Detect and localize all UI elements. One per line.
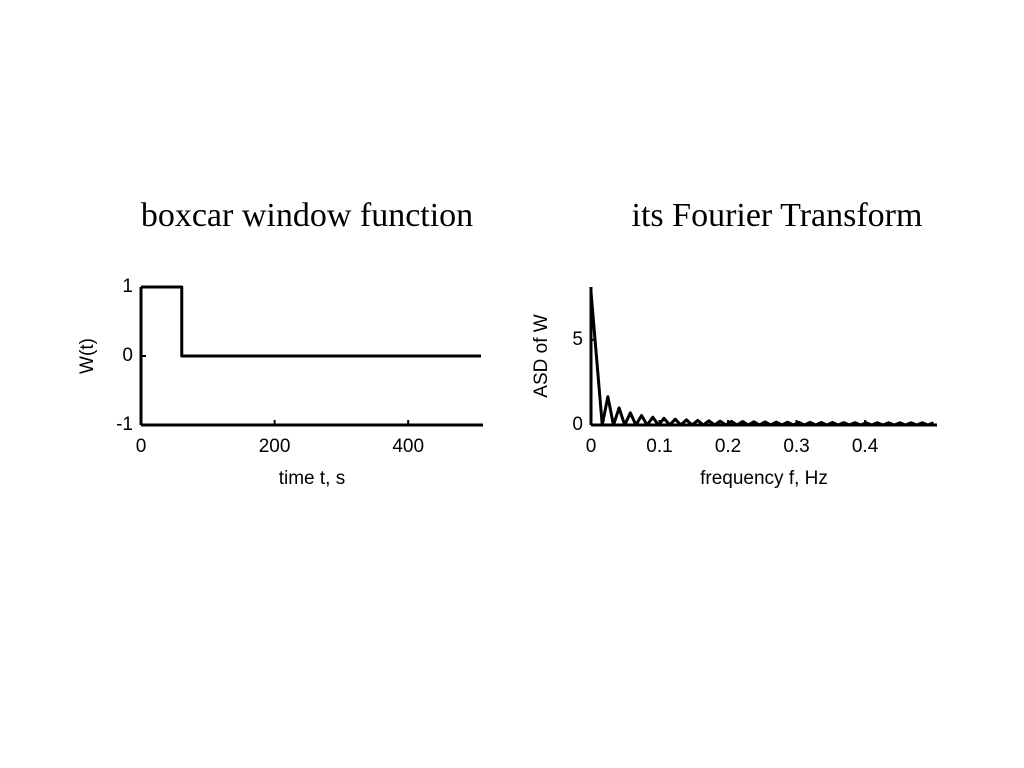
data-line [141,285,481,358]
x-axis-label: frequency f, Hz [700,468,828,489]
data-line [589,291,935,427]
y-tick-label: 5 [572,329,583,350]
x-tick-label: 200 [259,436,291,457]
chart-title: its Fourier Transform [632,197,923,234]
x-tick-label: 0.1 [646,436,672,457]
x-tick-label: 0 [586,436,597,457]
x-tick-label: 0.3 [783,436,809,457]
x-tick-label: 0 [136,436,147,457]
y-tick-label: 0 [572,414,583,435]
y-axis-label: W(t) [77,338,98,374]
chart-title: boxcar window function [141,197,473,234]
x-tick-label: 0.4 [852,436,879,457]
x-tick-label: 400 [392,436,424,457]
y-tick-label: 1 [122,276,133,297]
x-tick-label: 0.2 [715,436,741,457]
y-tick-label: -1 [116,414,133,435]
x-axis-label: time t, s [279,468,346,489]
y-tick-label: 0 [122,345,133,366]
y-axis-label: ASD of W [531,314,552,397]
